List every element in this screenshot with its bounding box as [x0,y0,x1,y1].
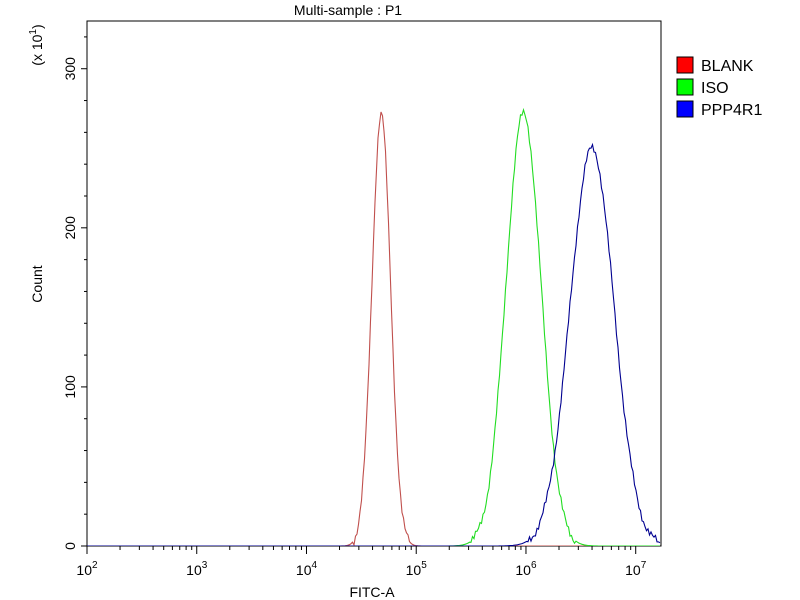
y-multiplier-label: (x 101) [28,24,45,65]
legend-swatch-blank [676,56,694,74]
legend-swatch-ppp4r1 [676,100,694,118]
y-tick-label: 300 [62,57,78,81]
y-tick-label: 200 [62,216,78,240]
x-tick-label: 107 [625,560,647,578]
legend-label-iso: ISO [701,80,729,97]
chart-title: Multi-sample : P1 [294,2,402,18]
series-line-iso [87,107,660,546]
x-tick-label: 106 [515,560,537,578]
x-tick-label: 105 [406,560,428,578]
x-minor-ticks [119,546,632,550]
y-tick-label: 0 [62,542,78,550]
y-multiplier-close: ) [29,24,45,29]
x-axis-label: FITC-A [349,584,395,600]
series-layer [87,107,661,546]
x-tick-label: 103 [186,560,208,578]
x-tick-label: 104 [296,560,318,578]
x-tick-label: 102 [76,560,98,578]
plot-area: 102 103 104 105 106 107 0 100 200 300 [62,20,662,578]
series-line-ppp4r1 [87,142,661,546]
legend-swatch-iso [676,78,694,96]
y-tick-label: 100 [62,375,78,399]
y-axis-label: Count [29,265,45,302]
svg-text:(x 101): (x 101) [28,24,45,65]
legend: BLANK ISO PPP4R1 [676,56,762,119]
series-line-blank [87,111,660,546]
legend-label-blank: BLANK [701,58,754,75]
x-axis: 102 103 104 105 106 107 [76,546,647,578]
y-axis: 0 100 200 300 [62,36,87,550]
plot-frame [86,20,662,547]
y-multiplier-exponent: 1 [28,29,39,35]
legend-label-ppp4r1: PPP4R1 [701,102,762,119]
y-multiplier-text: (x 10 [29,34,45,65]
